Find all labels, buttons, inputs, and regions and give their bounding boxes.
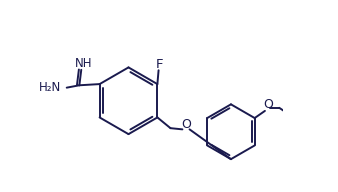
Text: O: O (263, 98, 273, 111)
Text: H₂N: H₂N (39, 81, 61, 94)
Text: F: F (156, 58, 164, 71)
Text: O: O (181, 118, 191, 131)
Text: NH: NH (75, 57, 92, 70)
